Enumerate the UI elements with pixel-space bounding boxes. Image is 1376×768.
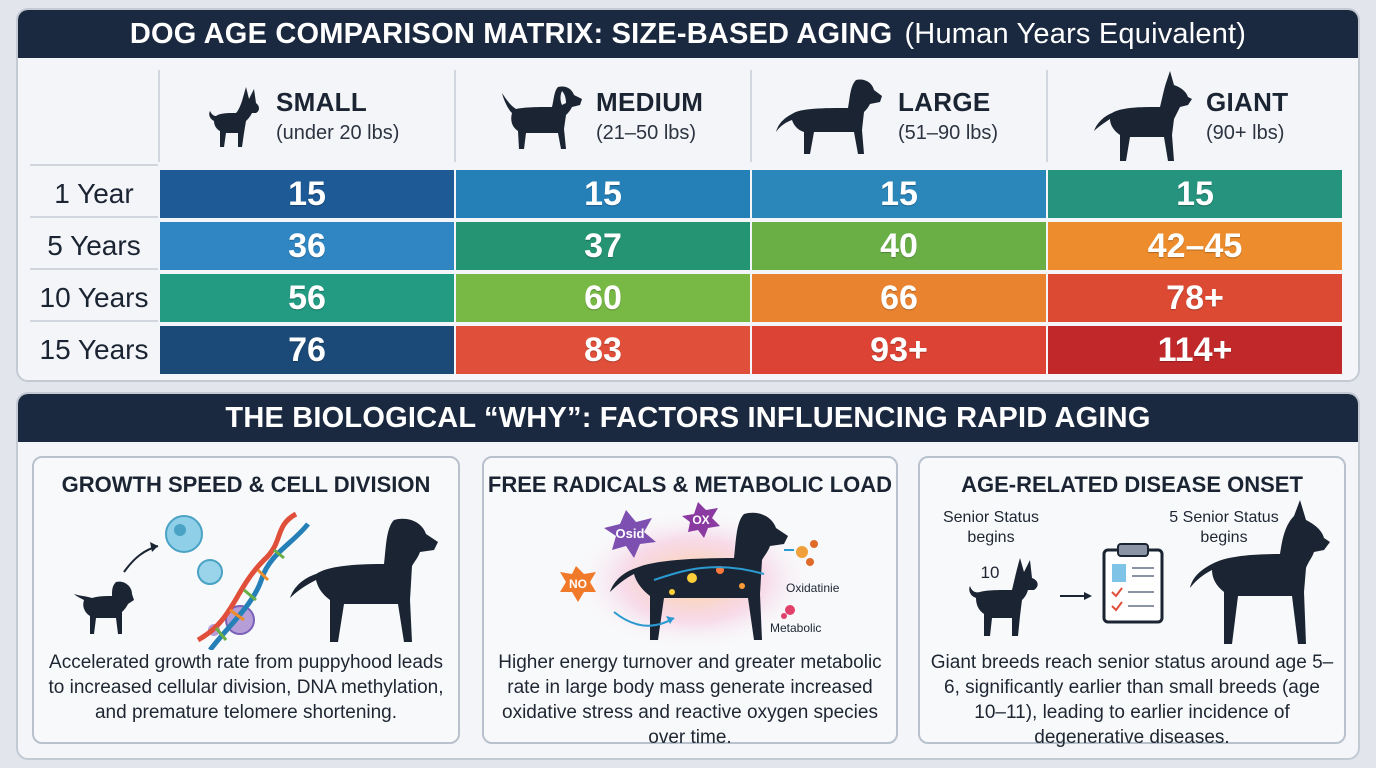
comparison-matrix-panel: DOG AGE COMPARISON MATRIX: SIZE-BASED AG… xyxy=(16,8,1360,382)
card-disease-onset: AGE-RELATED DISEASE ONSET Senior Status … xyxy=(918,456,1346,748)
column-weight-range: (90+ lbs) xyxy=(1206,122,1285,144)
age-cell: 114+ xyxy=(1048,326,1342,374)
biological-factors-panel: THE BIOLOGICAL “WHY”: FACTORS INFLUENCIN… xyxy=(16,392,1360,760)
osid-molecule-icon: Osid xyxy=(604,510,656,558)
card-description: Accelerated growth rate from puppyhood l… xyxy=(48,652,444,723)
divider xyxy=(750,70,752,162)
row-label: 5 Years xyxy=(47,230,141,261)
small-dog-icon xyxy=(209,87,259,147)
no-molecule-icon: NO xyxy=(560,566,596,602)
row-label: 15 Years xyxy=(39,334,149,365)
no-label: NO xyxy=(569,577,587,591)
column-name: SMALL xyxy=(276,87,368,117)
age-cell: 93+ xyxy=(752,326,1046,374)
right-senior-note: 5 Senior Status begins xyxy=(1169,509,1279,546)
growth-illustration xyxy=(74,511,438,650)
column-weight-range: (21–50 lbs) xyxy=(596,122,697,144)
age-cell: 40 xyxy=(752,222,1046,270)
column-name: GIANT xyxy=(1206,87,1289,117)
ox-molecule-icon: OX xyxy=(682,502,720,538)
card-growth-speed: GROWTH SPEED & CELL DIVISION xyxy=(32,456,460,744)
dog-silhouette-icon xyxy=(610,512,788,640)
age-cell: 15 xyxy=(752,170,1046,218)
medium-dog-icon xyxy=(502,86,582,149)
column-header-giant: GIANT (90+ lbs) xyxy=(1090,68,1288,164)
divider xyxy=(30,216,158,218)
left-senior-note: Senior Status begins xyxy=(942,509,1040,546)
card-title: GROWTH SPEED & CELL DIVISION xyxy=(61,472,431,497)
age-cell: 36 xyxy=(160,222,454,270)
column-weight-range: (under 20 lbs) xyxy=(276,122,400,144)
clipboard-icon xyxy=(1102,543,1164,624)
osid-label: Osid xyxy=(616,526,645,541)
divider xyxy=(30,320,158,322)
column-name: LARGE xyxy=(898,87,991,117)
giant-dog-icon xyxy=(1190,500,1330,644)
card-description: Higher energy turnover and greater metab… xyxy=(498,652,882,748)
row-label: 10 Years xyxy=(39,282,149,313)
card-description: Giant breeds reach senior status around … xyxy=(930,652,1334,748)
age-cell: 66 xyxy=(752,274,1046,322)
age-cell: 60 xyxy=(456,274,750,322)
age-cell: 15 xyxy=(160,170,454,218)
divider xyxy=(30,164,158,166)
oxidatinie-label: Oxidatinie xyxy=(786,581,840,595)
matrix-subtitle: (Human Years Equivalent) xyxy=(904,17,1247,50)
metabolic-label: Metabolic xyxy=(770,621,821,635)
card-title: FREE RADICALS & METABOLIC LOAD xyxy=(487,472,893,497)
age-cell: 83 xyxy=(456,326,750,374)
dna-icon xyxy=(196,511,310,650)
matrix-title: DOG AGE COMPARISON MATRIX: SIZE-BASED AG… xyxy=(129,17,893,50)
age-cell: 15 xyxy=(456,170,750,218)
small-dog-icon xyxy=(969,558,1038,636)
age-cell: 42–45 xyxy=(1048,222,1342,270)
age-cell: 76 xyxy=(160,326,454,374)
section-title-banner: THE BIOLOGICAL “WHY”: FACTORS INFLUENCIN… xyxy=(18,394,1358,442)
free-radicals-illustration: Osid OX NO Oxidatinie Metaboli xyxy=(560,502,840,650)
sparkle-icon xyxy=(613,566,765,627)
column-header-medium: MEDIUM (21–50 lbs) xyxy=(496,68,703,164)
disease-onset-illustration: Senior Status begins 10 xyxy=(942,500,1330,644)
card-free-radicals: FREE RADICALS & METABOLIC LOAD xyxy=(482,456,898,748)
column-weight-range: (51–90 lbs) xyxy=(898,122,999,144)
section-title: THE BIOLOGICAL “WHY”: FACTORS INFLUENCIN… xyxy=(225,401,1151,434)
age-cell: 78+ xyxy=(1048,274,1342,322)
puppy-icon xyxy=(74,581,134,634)
column-name: MEDIUM xyxy=(596,87,704,117)
card-title: AGE-RELATED DISEASE ONSET xyxy=(961,472,1303,497)
divider xyxy=(1046,70,1048,162)
column-header-large: LARGE (51–90 lbs) xyxy=(774,68,998,164)
molecule-icon xyxy=(781,540,818,619)
matrix-title-banner: DOG AGE COMPARISON MATRIX: SIZE-BASED AG… xyxy=(18,10,1358,58)
divider xyxy=(30,268,158,270)
row-label: 1 Year xyxy=(54,178,134,209)
divider xyxy=(158,70,160,162)
large-dog-icon xyxy=(776,79,882,154)
adult-dog-icon xyxy=(290,518,438,642)
column-header-small: SMALL (under 20 lbs) xyxy=(202,68,399,164)
divider xyxy=(454,70,456,162)
age-cell: 56 xyxy=(160,274,454,322)
age-cell: 37 xyxy=(456,222,750,270)
age-cell: 15 xyxy=(1048,170,1342,218)
ox-label: OX xyxy=(692,513,709,527)
left-age: 10 xyxy=(981,563,1000,582)
giant-dog-icon xyxy=(1094,71,1192,161)
age-matrix: SMALL (under 20 lbs) MEDIUM (21–50 lbs) … xyxy=(30,68,1348,376)
